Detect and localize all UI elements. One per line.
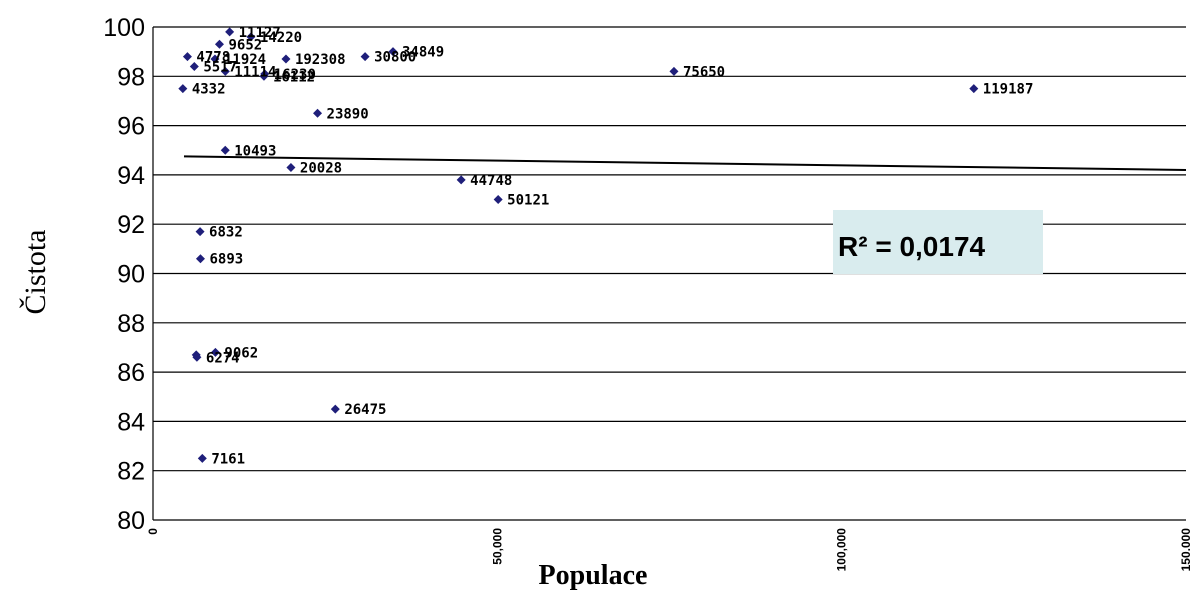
- data-point: [210, 347, 220, 357]
- data-point: [195, 254, 205, 264]
- data-point: [493, 195, 503, 205]
- point-label: 26475: [344, 402, 386, 418]
- y-tick-label: 82: [117, 458, 145, 486]
- point-label: 16230: [274, 67, 316, 83]
- point-label: 23890: [327, 106, 369, 122]
- point-label: 11114: [234, 64, 276, 80]
- trendline-layer: [183, 155, 1187, 171]
- r2-label: R² = 0,0174: [838, 231, 986, 262]
- data-point: [220, 145, 230, 155]
- data-point: [330, 404, 340, 414]
- data-point: [969, 84, 979, 94]
- point-label: 10493: [234, 143, 276, 159]
- x-tick-label: 0: [146, 528, 160, 535]
- data-point: [313, 108, 323, 118]
- point-label: 50121: [507, 193, 549, 209]
- x-tick-label: 50,000: [490, 528, 504, 565]
- data-point: [360, 52, 370, 62]
- point-label: 4778: [196, 50, 230, 66]
- point-label: 5517: [203, 59, 237, 75]
- point-label: 6274: [206, 350, 240, 366]
- y-axis-title: Čistota: [19, 229, 52, 314]
- data-point: [182, 52, 192, 62]
- data-point: [246, 32, 256, 42]
- y-tick-label: 92: [117, 211, 145, 239]
- data-point: [281, 54, 291, 64]
- data-points: [178, 27, 979, 463]
- r2-box-background: [833, 210, 1043, 274]
- point-label: 34849: [402, 45, 444, 61]
- y-tick-label: 80: [117, 507, 145, 535]
- data-point: [259, 71, 269, 81]
- point-label: 11127: [239, 25, 281, 41]
- grid-lines: [152, 26, 1186, 521]
- y-tick-label: 90: [117, 261, 145, 289]
- point-label: 11924: [224, 52, 266, 68]
- y-tick-label: 94: [117, 162, 145, 190]
- x-tick-labels: 0 50,000 100,000 150,000: [146, 528, 1190, 572]
- point-label: 192308: [295, 52, 346, 68]
- data-point: [214, 39, 224, 49]
- data-point: [191, 350, 201, 360]
- point-label: 20028: [300, 161, 342, 177]
- point-label: 7161: [211, 451, 245, 467]
- data-point: [225, 27, 235, 37]
- r2-box: R² = 0,0174: [833, 210, 1043, 274]
- point-label: 30800: [374, 50, 416, 66]
- point-label: 16112: [273, 69, 315, 85]
- y-tick-label: 86: [117, 359, 145, 387]
- point-label: 14220: [260, 30, 302, 46]
- data-point: [456, 175, 466, 185]
- y-tick-label: 98: [117, 63, 145, 91]
- x-tick-label: 150,000: [1179, 528, 1190, 572]
- data-point: [195, 227, 205, 237]
- data-point: [388, 47, 398, 57]
- point-label: 119187: [983, 82, 1034, 98]
- x-axis-title: Populace: [539, 560, 648, 591]
- y-tick-label: 100: [103, 14, 145, 42]
- y-tick-labels: 80 82 84 86 88 90 92 94 96 98 100: [103, 14, 145, 535]
- data-point: [286, 163, 296, 173]
- point-label: 44748: [470, 173, 512, 189]
- data-point: [178, 84, 188, 94]
- y-tick-label: 96: [117, 113, 145, 141]
- y-tick-label: 88: [117, 310, 145, 338]
- point-label: 6893: [209, 252, 243, 268]
- data-point: [669, 66, 679, 76]
- point-label: 4332: [192, 82, 226, 98]
- point-label: 9652: [228, 37, 262, 53]
- point-label: 75650: [683, 64, 725, 80]
- point-label: 6832: [209, 225, 243, 241]
- data-point: [220, 66, 230, 76]
- data-point: [197, 453, 207, 463]
- data-point: [189, 61, 199, 71]
- point-label: 9062: [224, 345, 258, 361]
- x-tick-label: 100,000: [835, 528, 849, 572]
- trendline: [183, 155, 1187, 171]
- data-point: [210, 54, 220, 64]
- y-tick-label: 84: [117, 408, 145, 436]
